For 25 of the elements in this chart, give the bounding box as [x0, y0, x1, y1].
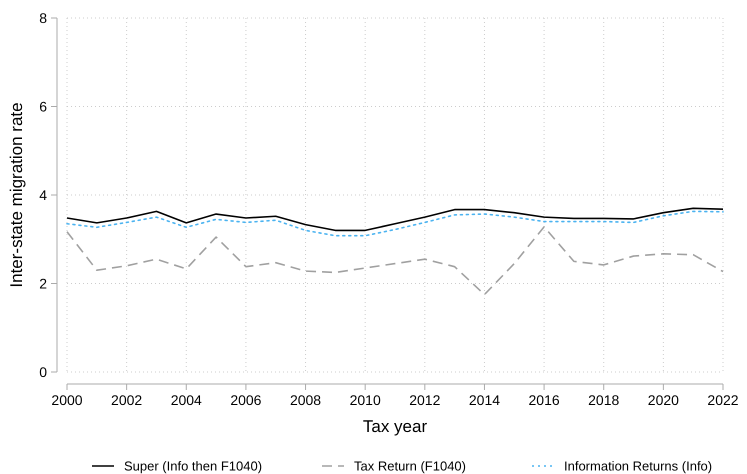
x-axis-title: Tax year — [362, 417, 428, 436]
y-tick-label: 4 — [39, 186, 48, 203]
x-tick-label: 2008 — [290, 392, 322, 408]
x-tick-label: 2018 — [588, 392, 620, 408]
y-axis-title: Inter-state migration rate — [7, 102, 26, 288]
x-tick-label: 2006 — [230, 392, 262, 408]
line-series — [66, 210, 724, 237]
x-tick-label: 2004 — [170, 392, 202, 408]
y-tick-label: 0 — [39, 364, 48, 380]
x-tick-label: 2000 — [51, 392, 83, 408]
x-tick-label: 2020 — [648, 392, 680, 408]
x-tick-label: 2022 — [707, 392, 739, 408]
x-tick-label: 2010 — [350, 392, 381, 408]
legend-label: Tax Return (F1040) — [354, 458, 466, 474]
y-tick-label: 8 — [39, 10, 48, 26]
legend-label: Information Returns (Info) — [564, 458, 712, 474]
line-series — [66, 207, 724, 232]
x-tick-label: 2002 — [111, 392, 142, 408]
y-tick-label: 2 — [39, 275, 48, 292]
legend-label: Super (Info then F1040) — [124, 458, 262, 474]
line-series — [66, 226, 724, 296]
y-tick-label: 6 — [39, 98, 48, 114]
x-tick-label: 2012 — [409, 392, 441, 408]
x-tick-label: 2014 — [468, 392, 500, 408]
x-tick-label: 2016 — [528, 392, 560, 408]
